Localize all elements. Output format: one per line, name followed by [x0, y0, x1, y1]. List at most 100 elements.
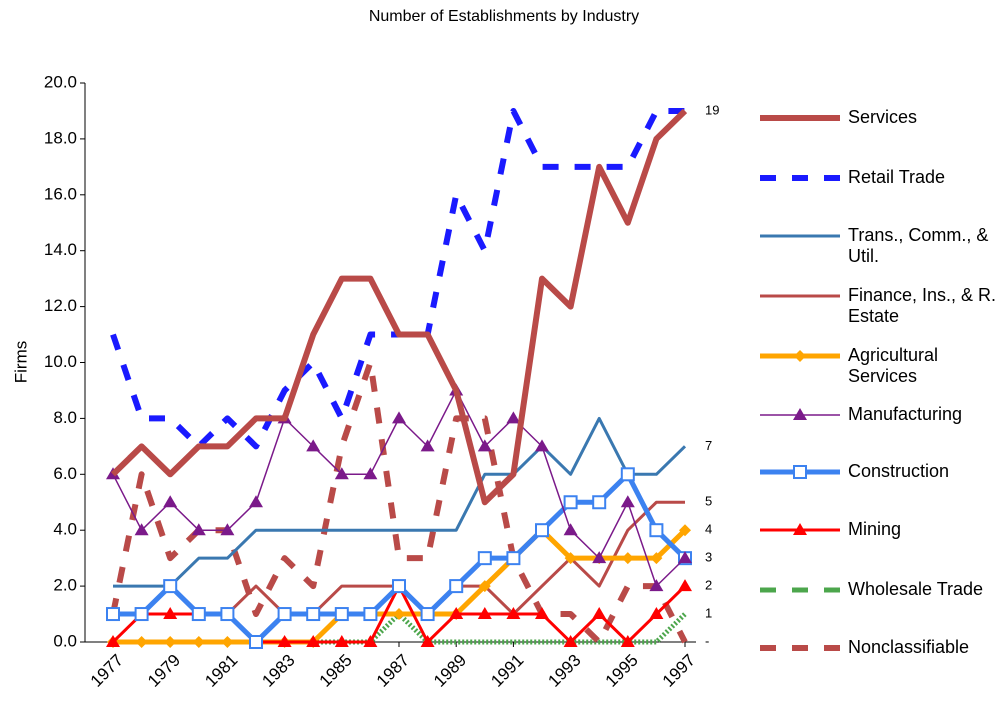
marker [363, 467, 378, 480]
marker [678, 551, 692, 564]
marker [535, 523, 549, 538]
y-tick-label: 14.0 [44, 240, 77, 259]
y-tick-label: 20.0 [44, 72, 77, 91]
series [110, 359, 688, 645]
marker [449, 607, 464, 620]
marker [506, 551, 521, 566]
marker [649, 607, 664, 620]
marker [392, 579, 406, 594]
legend-label: Nonclassifiable [848, 637, 970, 657]
y2-tick-label: - [705, 633, 709, 648]
marker [679, 524, 691, 537]
marker [164, 636, 177, 648]
marker [678, 579, 692, 592]
marker [334, 607, 349, 622]
x-tick-label: 1977 [87, 651, 127, 691]
series [106, 383, 692, 592]
marker [563, 635, 578, 647]
y-tick-label: 0.0 [53, 631, 77, 650]
marker [393, 608, 405, 621]
marker [649, 523, 664, 538]
y2-tick-label: 1 [705, 605, 712, 620]
legend-label: Wholesale Trade [848, 579, 984, 599]
marker [620, 467, 635, 482]
marker [134, 523, 149, 536]
legend-label: Agricultural Services [848, 345, 939, 386]
marker [563, 495, 578, 510]
legend-label: Mining [848, 519, 902, 539]
y-tick-label: 18.0 [44, 128, 77, 147]
marker [106, 635, 120, 647]
marker [306, 439, 321, 452]
marker [449, 579, 464, 594]
x-tick-label: 1983 [258, 651, 298, 691]
marker [420, 635, 435, 647]
marker [563, 523, 578, 536]
marker [163, 495, 178, 508]
marker [477, 439, 492, 452]
marker [363, 607, 378, 622]
marker [163, 579, 178, 594]
marker [506, 607, 521, 620]
marker [592, 551, 607, 564]
marker [650, 552, 663, 565]
y2-tick-label: 3 [705, 550, 712, 565]
y-tick-label: 16.0 [44, 184, 77, 203]
y2-tick-label: 4 [705, 522, 712, 537]
marker [135, 636, 148, 648]
marker [420, 607, 435, 622]
marker [621, 552, 634, 565]
marker [477, 607, 492, 620]
marker [249, 495, 263, 508]
y-tick-label: 4.0 [53, 520, 77, 539]
marker [535, 607, 549, 620]
marker [793, 465, 807, 479]
legend-label: Trans., Comm., & Util. [848, 225, 989, 266]
series-line [110, 108, 688, 506]
marker [564, 552, 577, 565]
marker [420, 439, 435, 452]
x-tick-label: 1997 [659, 651, 699, 691]
series-line [113, 416, 687, 588]
marker [277, 635, 292, 647]
y-tick-label: 8.0 [53, 408, 77, 427]
x-tick-label: 1985 [316, 651, 356, 691]
x-tick-label: 1995 [602, 651, 642, 691]
marker [592, 495, 607, 510]
marker [794, 350, 806, 362]
legend-label: Finance, Ins., & R. Estate [848, 285, 997, 326]
series-line [110, 107, 685, 450]
series [113, 416, 687, 588]
marker [535, 439, 549, 452]
chart-title: Number of Establishments by Industry [369, 8, 639, 25]
marker [221, 636, 234, 648]
y-tick-label: 6.0 [53, 464, 77, 483]
marker [249, 635, 263, 649]
marker [334, 467, 349, 480]
marker [334, 635, 349, 647]
y2-tick-label: 5 [705, 494, 712, 509]
legend-label: Construction [848, 461, 950, 481]
series [110, 108, 688, 506]
marker [392, 411, 406, 424]
series [110, 107, 685, 450]
marker [277, 607, 292, 622]
y-tick-label: 12.0 [44, 296, 77, 315]
marker [306, 635, 321, 647]
y2-tick-label: 2 [705, 578, 712, 593]
marker [163, 607, 178, 620]
y-tick-label: 2.0 [53, 576, 77, 595]
marker [793, 523, 807, 535]
marker [478, 580, 491, 593]
marker [306, 607, 321, 622]
marker [220, 607, 235, 622]
x-tick-label: 1981 [201, 651, 241, 691]
x-tick-label: 1979 [144, 651, 184, 691]
marker [620, 495, 635, 508]
marker [620, 635, 635, 647]
y2-tick-label: 7 [705, 438, 712, 453]
legend-label: Services [848, 107, 918, 127]
x-tick-label: 1987 [373, 651, 413, 691]
